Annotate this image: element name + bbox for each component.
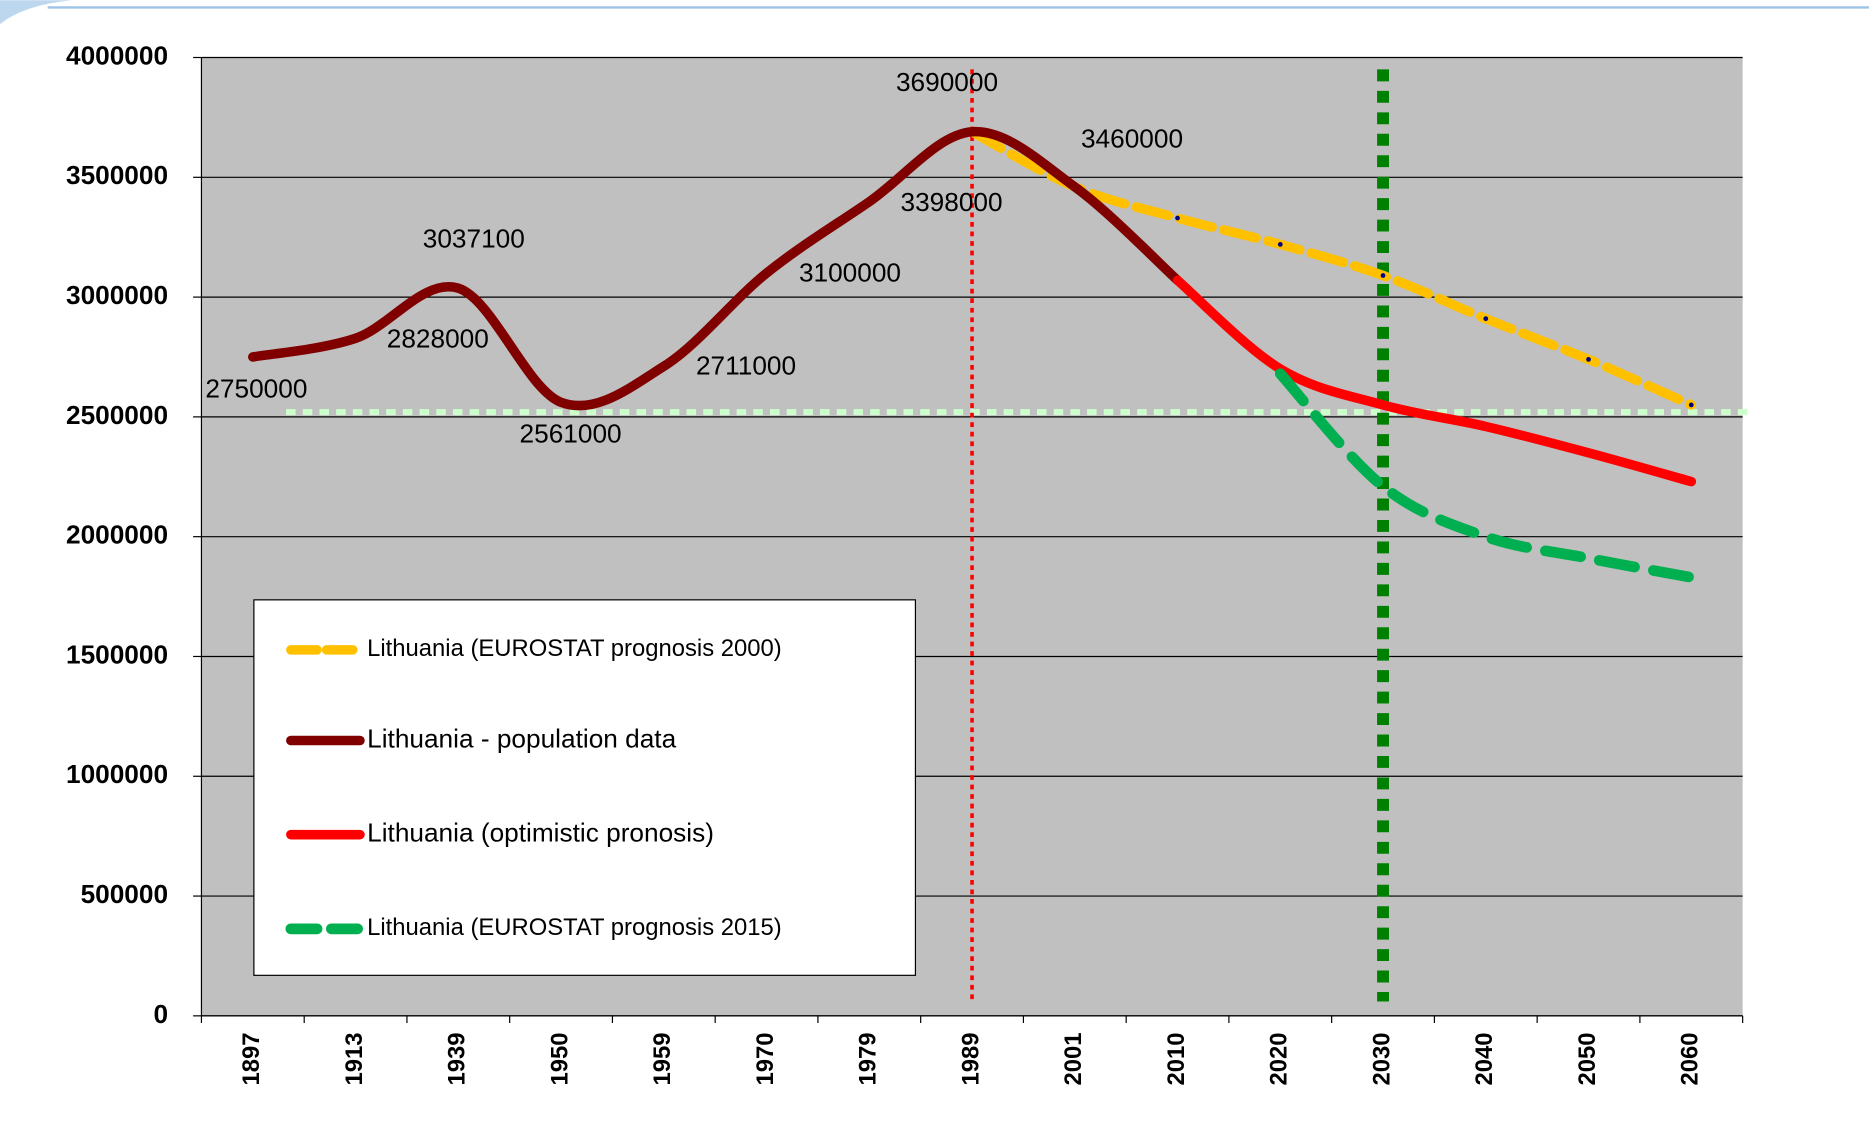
data-label: 3398000 [901,187,1003,217]
y-tick-label: 0 [153,999,168,1029]
x-tick-label: 1970 [752,1033,779,1086]
x-tick-label: 1939 [444,1033,471,1086]
y-tick-label: 3500000 [66,160,168,190]
series-line [1274,368,1697,583]
y-tick-label: 4000000 [66,40,168,70]
data-label: 2750000 [205,373,307,403]
data-label: 3037100 [423,223,525,253]
data-label: 2711000 [696,350,796,380]
x-tick-label: 1913 [341,1033,368,1086]
legend-label: Lithuania (optimistic pronosis) [367,818,714,848]
legend-label: Lithuania (EUROSTAT prognosis 2015) [367,914,782,941]
data-label: 2828000 [387,324,489,354]
x-tick-label: 1989 [957,1033,984,1086]
y-tick-label: 1500000 [66,639,168,669]
legend-box [253,599,917,976]
legend-label: Lithuania (EUROSTAT prognosis 2000) [367,635,782,662]
x-tick-label: 1897 [238,1033,265,1086]
x-tick-label: 1959 [649,1033,676,1086]
y-tick-label: 1000000 [66,759,168,789]
series-marker [1688,402,1694,408]
x-tick-label: 2010 [1163,1033,1190,1086]
slide-corner [0,0,72,25]
legend-label: Lithuania - population data [367,723,676,753]
series-marker [1277,242,1283,247]
y-tick-label: 3000000 [66,280,168,310]
x-tick-label: 2060 [1677,1033,1704,1086]
x-tick-label: 2040 [1471,1033,1498,1086]
data-label: 2561000 [520,419,622,449]
series-marker [1175,215,1180,221]
x-tick-label: 1950 [546,1033,573,1086]
y-tick-label: 2500000 [66,400,168,430]
x-tick-label: 1979 [855,1033,882,1086]
y-tick-label: 2000000 [66,520,168,550]
x-tick-label: 2050 [1574,1033,1601,1086]
x-tick-label: 2001 [1060,1033,1087,1086]
series-marker [1483,316,1489,322]
y-tick-label: 500000 [81,879,169,909]
x-tick-label: 2030 [1368,1033,1395,1086]
data-label: 3460000 [1081,123,1183,153]
series-line [248,127,1183,411]
x-tick-label: 2020 [1266,1033,1293,1086]
series-line [1172,275,1697,487]
data-label: 3690000 [896,67,998,97]
series-marker [1586,357,1591,362]
data-label: 3100000 [799,257,901,287]
series-marker [1380,273,1386,278]
